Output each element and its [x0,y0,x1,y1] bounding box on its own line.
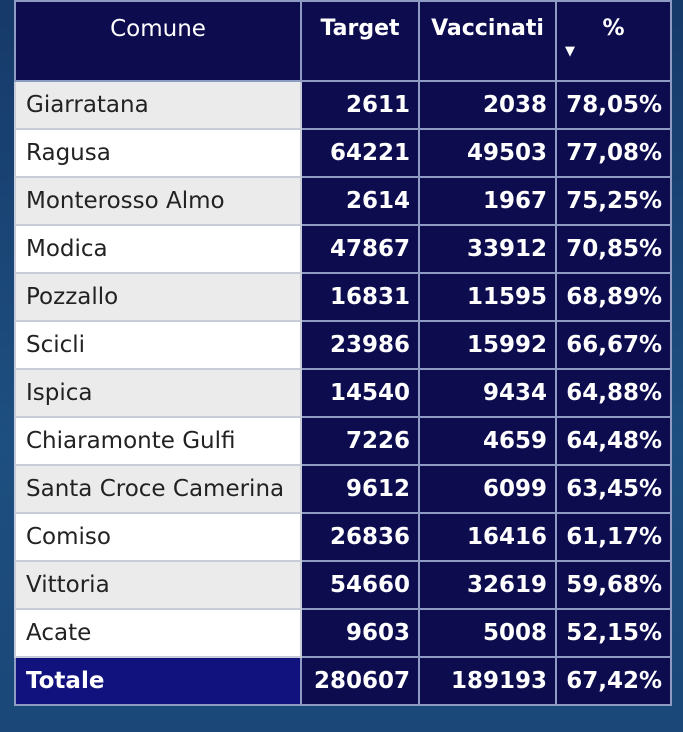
cell-percent: 75,25% [555,176,672,226]
cell-comune: Santa Croce Camerina [14,464,302,514]
cell-comune: Totale [14,656,302,706]
cell-target: 16831 [300,272,420,322]
table-row: Ragusa 64221 49503 77,08% [14,128,672,178]
column-header-percent-label: % [602,16,625,41]
total-row: Totale 280607 189193 67,42% [14,656,672,706]
cell-target: 9612 [300,464,420,514]
cell-vaccinati: 6099 [418,464,557,514]
cell-vaccinati: 32619 [418,560,557,610]
cell-comune: Scicli [14,320,302,370]
table-row: Pozzallo 16831 11595 68,89% [14,272,672,322]
cell-percent: 67,42% [555,656,672,706]
cell-percent: 70,85% [555,224,672,274]
table-row: Modica 47867 33912 70,85% [14,224,672,274]
cell-vaccinati: 1967 [418,176,557,226]
cell-percent: 78,05% [555,80,672,130]
cell-vaccinati: 5008 [418,608,557,658]
cell-vaccinati: 33912 [418,224,557,274]
cell-vaccinati: 9434 [418,368,557,418]
column-header-comune[interactable]: Comune [14,0,302,82]
cell-vaccinati: 4659 [418,416,557,466]
cell-target: 26836 [300,512,420,562]
cell-comune: Giarratana [14,80,302,130]
cell-percent: 66,67% [555,320,672,370]
cell-target: 47867 [300,224,420,274]
cell-percent: 77,08% [555,128,672,178]
cell-target: 64221 [300,128,420,178]
cell-target: 14540 [300,368,420,418]
cell-vaccinati: 49503 [418,128,557,178]
cell-comune: Ragusa [14,128,302,178]
cell-comune: Ispica [14,368,302,418]
cell-target: 2611 [300,80,420,130]
cell-vaccinati: 16416 [418,512,557,562]
cell-comune: Modica [14,224,302,274]
table-row: Chiaramonte Gulfi 7226 4659 64,48% [14,416,672,466]
table-row: Giarratana 2611 2038 78,05% [14,80,672,130]
column-header-target[interactable]: Target [300,0,420,82]
table-row: Scicli 23986 15992 66,67% [14,320,672,370]
cell-comune: Acate [14,608,302,658]
cell-comune: Monterosso Almo [14,176,302,226]
cell-target: 2614 [300,176,420,226]
cell-target: 7226 [300,416,420,466]
cell-target: 23986 [300,320,420,370]
table-row: Acate 9603 5008 52,15% [14,608,672,658]
vaccination-table: Comune Target Vaccinati % ▼ Giarratana 261… [14,0,672,706]
header-row: Comune Target Vaccinati % ▼ [14,0,672,82]
cell-target: 54660 [300,560,420,610]
cell-comune: Chiaramonte Gulfi [14,416,302,466]
cell-target: 9603 [300,608,420,658]
cell-target: 280607 [300,656,420,706]
sort-descending-icon[interactable]: ▼ [565,44,575,59]
cell-percent: 64,48% [555,416,672,466]
column-header-vaccinati[interactable]: Vaccinati [418,0,557,82]
table-row: Ispica 14540 9434 64,88% [14,368,672,418]
cell-vaccinati: 2038 [418,80,557,130]
column-header-percent[interactable]: % ▼ [555,0,672,82]
cell-percent: 68,89% [555,272,672,322]
cell-comune: Pozzallo [14,272,302,322]
cell-percent: 63,45% [555,464,672,514]
cell-comune: Comiso [14,512,302,562]
table-row: Vittoria 54660 32619 59,68% [14,560,672,610]
vaccination-table-container: Comune Target Vaccinati % ▼ Giarratana 261… [14,0,672,706]
cell-vaccinati: 189193 [418,656,557,706]
cell-comune: Vittoria [14,560,302,610]
cell-percent: 59,68% [555,560,672,610]
cell-percent: 61,17% [555,512,672,562]
cell-percent: 52,15% [555,608,672,658]
table-row: Monterosso Almo 2614 1967 75,25% [14,176,672,226]
cell-vaccinati: 15992 [418,320,557,370]
cell-percent: 64,88% [555,368,672,418]
table-row: Santa Croce Camerina 9612 6099 63,45% [14,464,672,514]
table-row: Comiso 26836 16416 61,17% [14,512,672,562]
cell-vaccinati: 11595 [418,272,557,322]
